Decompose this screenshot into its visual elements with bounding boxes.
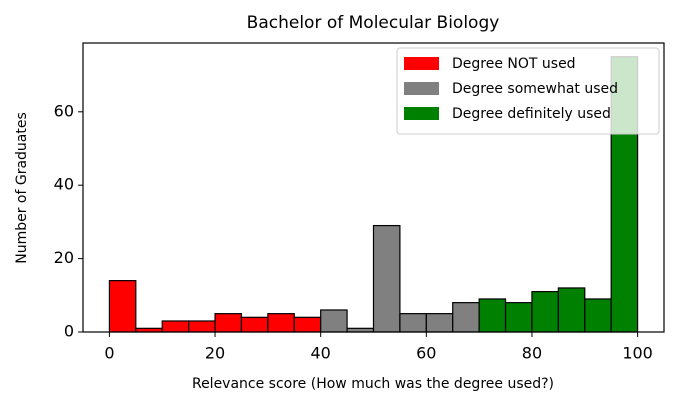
bar [108,280,137,333]
x-tick-label: 0 [104,344,114,363]
y-tick-label: 60 [54,101,74,120]
legend-label: Degree NOT used [452,56,576,72]
bar [557,287,586,333]
bar [240,316,269,333]
bar [399,313,427,333]
legend-swatch [404,107,439,120]
x-tick-label: 60 [416,344,436,363]
bar [452,302,480,333]
chart-title: Bachelor of Molecular Biology [247,13,500,33]
plot-frame [82,42,665,333]
bar [478,298,507,333]
bar [320,309,348,333]
bar [504,302,533,333]
x-tick-label: 40 [311,344,331,363]
bar [531,291,559,333]
legend-swatch [404,57,439,70]
bar [267,313,295,333]
legend-label: Degree definitely used [452,106,611,122]
y-tick-label: 0 [64,322,74,341]
y-tick-label: 20 [54,248,74,267]
y-tick-label: 40 [54,175,74,194]
bar [584,298,612,333]
x-tick-label: 20 [205,344,225,363]
x-tick-label: 80 [522,344,542,363]
bar [293,316,322,333]
bar [372,224,401,333]
x-tick-label: 100 [622,344,653,363]
legend-swatch [404,82,439,95]
legend-label: Degree somewhat used [452,81,618,97]
x-axis-label: Relevance score (How much was the degree… [192,376,554,392]
bar [188,320,216,333]
bar [161,320,190,333]
y-axis-label: Number of Graduates [14,112,30,264]
legend-box [396,47,660,135]
bar [425,313,454,333]
bar [214,313,243,333]
